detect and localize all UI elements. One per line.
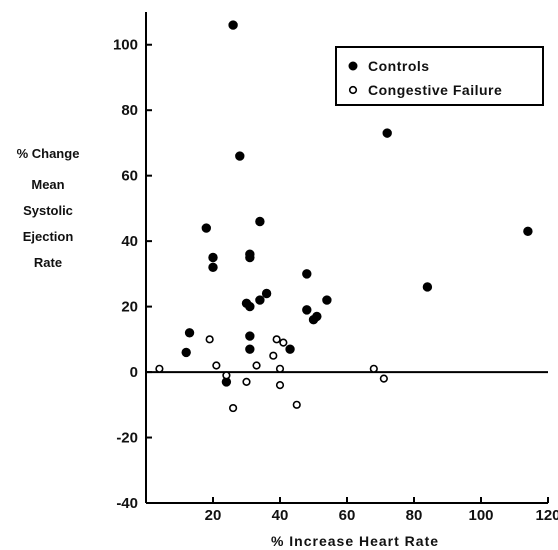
controls-point (184, 328, 195, 338)
y-tick-label: 60 (121, 168, 138, 185)
controls-point (523, 226, 533, 237)
y-axis-label-line: % Change (17, 146, 80, 161)
controls-point (302, 269, 312, 279)
congestive-failure-point (229, 403, 238, 413)
y-axis-label-line: Ejection (23, 229, 74, 244)
controls-point (245, 252, 255, 263)
congestive-failure-point (279, 338, 288, 347)
controls-point (235, 151, 245, 161)
y-tick-label: 40 (121, 233, 138, 250)
y-tick-label: 100 (113, 37, 138, 54)
controls-point (208, 252, 218, 263)
congestive-failure-point (292, 400, 301, 409)
controls-point (261, 288, 272, 299)
congestive-failure-point (379, 374, 388, 383)
y-ticks: -40 -20 0 20 40 60 80 100 (113, 37, 152, 512)
x-axis-label: % Increase Heart Rate (271, 533, 439, 549)
legend-label: Controls (368, 58, 430, 74)
y-axis-label: % Change Mean Systolic Ejection Rate (17, 146, 80, 270)
x-ticks: 20 40 60 80 100 120 (205, 497, 558, 524)
congestive-failure-point (269, 351, 278, 360)
congestive-failure-point (275, 381, 285, 390)
y-axis-label-line: Rate (34, 255, 62, 270)
y-tick-label: -40 (116, 495, 138, 512)
controls-point (322, 295, 332, 305)
controls-point (255, 295, 265, 305)
congestive-failure-point (222, 371, 231, 380)
congestive-failure-point (205, 335, 214, 344)
x-tick-label: 20 (205, 507, 222, 524)
legend-marker-controls (348, 61, 358, 71)
controls-point (302, 305, 312, 315)
y-tick-label: 20 (121, 299, 138, 316)
congestive-failure-point (369, 364, 378, 373)
x-tick-label: 100 (468, 507, 493, 524)
x-tick-label: 40 (272, 507, 289, 524)
congestive-failure-point (212, 361, 221, 370)
controls-point (245, 301, 255, 312)
controls-point (228, 20, 238, 30)
controls-point (308, 314, 319, 325)
congestive-failure-point (272, 335, 281, 344)
controls-point (208, 262, 218, 273)
y-tick-label: 80 (121, 102, 138, 119)
legend: Controls Congestive Failure (335, 46, 544, 106)
legend-box (335, 46, 544, 106)
controls-point (285, 344, 295, 354)
controls-point (255, 216, 265, 227)
y-tick-label: -20 (116, 430, 138, 447)
x-tick-label: 60 (339, 507, 356, 524)
congestive-failure-point (275, 364, 285, 373)
controls-point (181, 347, 191, 358)
data-points (155, 20, 533, 413)
controls-point (422, 282, 433, 292)
congestive-failure-point (155, 364, 164, 373)
controls-point (201, 223, 212, 233)
congestive-failure-point (252, 361, 261, 370)
x-tick-label: 120 (535, 507, 558, 524)
y-axis-label-line: Systolic (23, 203, 73, 218)
controls-point (382, 128, 392, 138)
legend-marker-congestive-failure (348, 85, 358, 95)
congestive-failure-point (242, 377, 251, 386)
legend-label: Congestive Failure (368, 82, 502, 98)
y-tick-label: 0 (130, 364, 138, 381)
x-tick-label: 80 (406, 507, 423, 524)
controls-point (245, 344, 255, 354)
y-axis-label-line: Mean (31, 177, 64, 192)
controls-point (245, 331, 255, 341)
